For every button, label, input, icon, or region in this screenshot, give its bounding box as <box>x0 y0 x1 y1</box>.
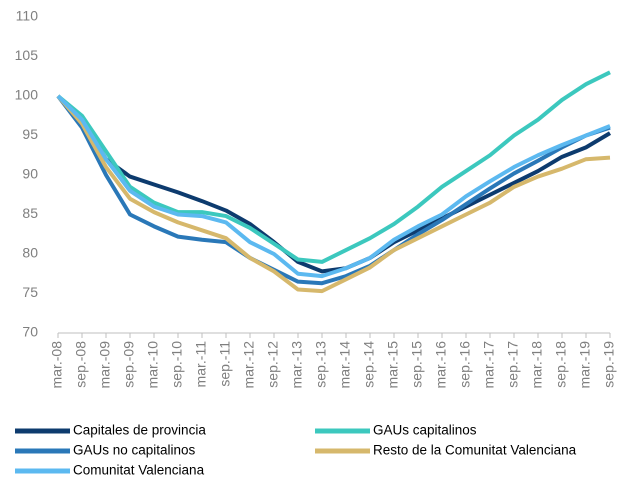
x-tick-label: mar.-18 <box>529 341 545 389</box>
x-tick-label: sep.-08 <box>73 341 89 388</box>
x-tick-label: mar.-11 <box>193 341 209 388</box>
x-tick-label: mar.-19 <box>577 341 593 389</box>
x-tick-label: mar.-10 <box>145 341 161 389</box>
y-tick-label: 80 <box>22 245 38 261</box>
x-tick-label: mar.-16 <box>433 341 449 389</box>
x-tick-label: sep.-17 <box>505 341 521 388</box>
legend-label: GAUs capitalinos <box>373 423 477 438</box>
x-tick-label: sep.-09 <box>121 341 137 388</box>
x-tick-label: mar.-13 <box>289 341 305 389</box>
x-tick-label: sep.-19 <box>601 341 617 388</box>
series-line <box>56 94 612 274</box>
y-tick-label: 110 <box>16 8 39 24</box>
series-line <box>56 70 611 264</box>
x-tick-label: mar.-12 <box>241 341 257 389</box>
series-line <box>56 94 611 294</box>
legend-label: Resto de la Comunitat Valenciana <box>373 443 577 458</box>
x-tick-label: sep.-16 <box>457 341 473 388</box>
x-tick-label: sep.-10 <box>169 341 185 388</box>
x-tick-label: sep.-14 <box>361 341 377 388</box>
y-tick-label: 70 <box>22 324 38 340</box>
legend-label: Comunitat Valenciana <box>73 463 205 478</box>
x-tick-label: sep.-11 <box>217 341 233 387</box>
series-line <box>56 94 611 286</box>
x-tick-label: sep.-18 <box>553 341 569 388</box>
x-tick-label: sep.-13 <box>313 341 329 388</box>
y-tick-label: 100 <box>15 87 39 103</box>
x-tick-label: sep.-15 <box>409 341 425 388</box>
legend-label: GAUs no capitalinos <box>73 443 196 458</box>
x-tick-label: mar.-08 <box>49 341 65 389</box>
y-tick-label: 95 <box>22 126 38 142</box>
x-tick-label: mar.-14 <box>337 341 353 389</box>
x-tick-label: mar.-17 <box>481 341 497 389</box>
x-tick-label: sep.-12 <box>265 341 281 388</box>
legend-label: Capitales de provincia <box>73 423 206 438</box>
x-tick-label: mar.-15 <box>385 341 401 389</box>
x-tick-label: mar.-09 <box>97 341 113 389</box>
y-tick-label: 75 <box>22 284 38 300</box>
y-tick-label: 85 <box>22 205 38 221</box>
series-line <box>56 94 611 279</box>
y-tick-label: 105 <box>15 47 39 63</box>
y-tick-label: 90 <box>22 166 38 182</box>
